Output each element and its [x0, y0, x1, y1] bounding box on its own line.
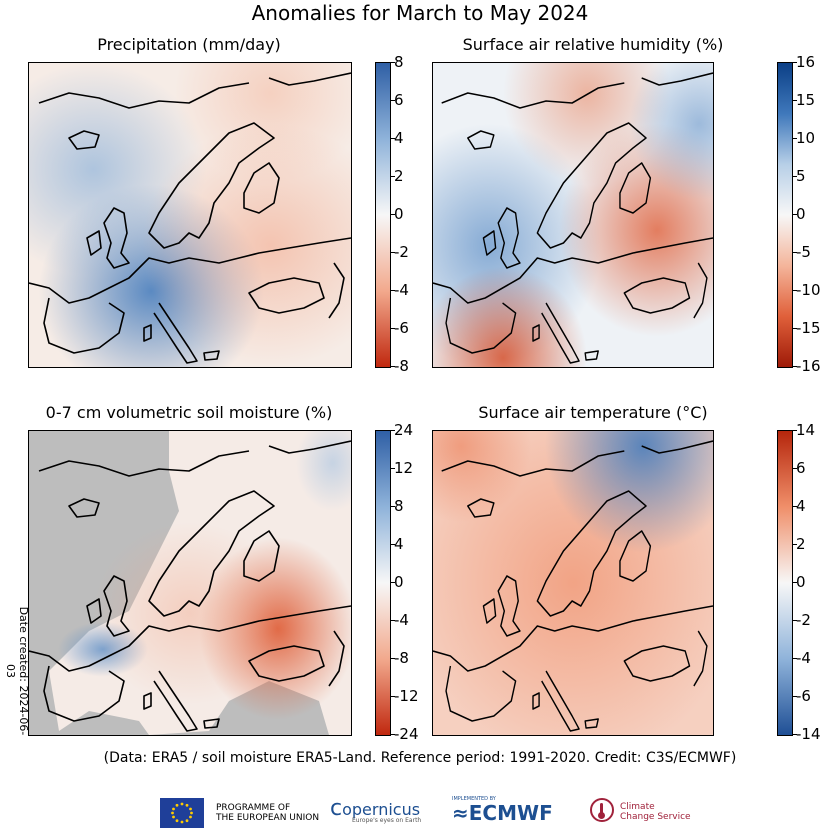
- colorbar-temperature: [777, 430, 793, 736]
- colorbar-tick-mark: [390, 290, 395, 291]
- colorbar-tick-mark: [390, 214, 395, 215]
- colorbar-tick-mark: [792, 176, 797, 177]
- panel-title-humidity: Surface air relative humidity (%): [462, 35, 724, 54]
- colorbar-tick-mark: [792, 290, 797, 291]
- colorbar-tick-label: -5: [796, 243, 811, 261]
- colorbar-tick-label: 2: [796, 535, 806, 553]
- colorbar-tick-mark: [792, 696, 797, 697]
- ecmwf-logo: IMPLEMENTED BY ≈ECMWF: [452, 796, 553, 825]
- eu-programme-label: PROGRAMME OF THE EUROPEAN UNION: [216, 803, 320, 823]
- chart-title: Anomalies for March to May 2024: [251, 1, 589, 25]
- panel-title-temperature: Surface air temperature (°C): [478, 403, 708, 422]
- colorbar-tick-mark: [390, 138, 395, 139]
- colorbar-precipitation: [375, 62, 391, 368]
- colorbar-tick-mark: [792, 62, 797, 63]
- colorbar-tick-label: -12: [394, 687, 419, 705]
- colorbar-tick-mark: [792, 620, 797, 621]
- colorbar-tick-mark: [390, 658, 395, 659]
- colorbar-tick-mark: [792, 582, 797, 583]
- copernicus-c-icon: c: [330, 796, 343, 821]
- colorbar-tick-mark: [792, 658, 797, 659]
- colorbar-tick-mark: [390, 252, 395, 253]
- colorbar-tick-mark: [390, 430, 395, 431]
- colorbar-tick-label: -8: [394, 357, 409, 375]
- colorbar-tick-mark: [792, 138, 797, 139]
- colorbar-tick-label: -4: [394, 611, 409, 629]
- colorbar-humidity: [777, 62, 793, 368]
- colorbar-tick-label: -4: [796, 649, 811, 667]
- colorbar-tick-label: 0: [796, 573, 806, 591]
- colorbar-tick-label: 10: [796, 129, 816, 147]
- colorbar-tick-mark: [390, 696, 395, 697]
- colorbar-tick-label: 0: [394, 573, 404, 591]
- colorbar-tick-label: 12: [394, 459, 414, 477]
- colorbar-tick-mark: [390, 506, 395, 507]
- colorbar-tick-mark: [792, 366, 797, 367]
- colorbar-tick-label: -6: [394, 319, 409, 337]
- map-humidity: [432, 62, 714, 368]
- colorbar-tick-mark: [390, 328, 395, 329]
- colorbar-tick-mark: [792, 430, 797, 431]
- colorbar-tick-mark: [792, 252, 797, 253]
- colorbar-tick-label: -16: [796, 357, 821, 375]
- colorbar-tick-mark: [390, 620, 395, 621]
- colorbar-tick-label: -6: [796, 687, 811, 705]
- colorbar-tick-mark: [792, 100, 797, 101]
- colorbar-tick-mark: [792, 328, 797, 329]
- colorbar-tick-label: 4: [394, 535, 404, 553]
- colorbar-tick-label: 2: [394, 167, 404, 185]
- date-created: Date created: 2024-06-03: [4, 606, 30, 736]
- c3s-label: Climate Change Service: [620, 802, 691, 822]
- colorbar-tick-label: 16: [796, 53, 816, 71]
- colorbar-tick-mark: [390, 582, 395, 583]
- colorbar-tick-label: 5: [796, 167, 806, 185]
- colorbar-tick-label: 4: [796, 497, 806, 515]
- colorbar-tick-label: 8: [394, 53, 404, 71]
- credit-footer: (Data: ERA5 / soil moisture ERA5-Land. R…: [103, 750, 737, 766]
- colorbar-tick-label: 15: [796, 91, 816, 109]
- colorbar-tick-label: -24: [394, 725, 419, 743]
- colorbar-tick-label: -4: [394, 281, 409, 299]
- colorbar-tick-label: -8: [394, 649, 409, 667]
- colorbar-tick-label: 6: [394, 91, 404, 109]
- colorbar-tick-label: -2: [796, 611, 811, 629]
- colorbar-tick-label: 24: [394, 421, 414, 439]
- map-precipitation: [28, 62, 352, 368]
- colorbar-tick-label: 14: [796, 421, 816, 439]
- map-temperature: [432, 430, 714, 736]
- map-soil-moisture: [28, 430, 352, 736]
- colorbar-tick-mark: [792, 468, 797, 469]
- colorbar-tick-label: 6: [796, 459, 806, 477]
- colorbar-tick-mark: [390, 62, 395, 63]
- colorbar-tick-label: -15: [796, 319, 821, 337]
- colorbar-tick-label: 0: [394, 205, 404, 223]
- colorbar-tick-mark: [390, 176, 395, 177]
- ecmwf-wave-icon: ≈: [452, 801, 469, 825]
- colorbar-tick-label: -14: [796, 725, 821, 743]
- colorbar-tick-mark: [390, 544, 395, 545]
- colorbar-tick-mark: [792, 214, 797, 215]
- colorbar-tick-mark: [390, 734, 395, 735]
- colorbar-tick-label: -2: [394, 243, 409, 261]
- panel-title-soil-moisture: 0-7 cm volumetric soil moisture (%): [45, 403, 333, 422]
- colorbar-tick-label: 4: [394, 129, 404, 147]
- copernicus-logo: copernicus Europe's eyes on Earth: [330, 796, 422, 824]
- colorbar-tick-mark: [792, 544, 797, 545]
- colorbar-tick-mark: [390, 468, 395, 469]
- thermometer-icon: [590, 798, 614, 822]
- colorbar-tick-mark: [390, 366, 395, 367]
- colorbar-tick-mark: [792, 734, 797, 735]
- colorbar-tick-label: 0: [796, 205, 806, 223]
- colorbar-tick-mark: [390, 100, 395, 101]
- eu-flag-icon: [160, 798, 204, 828]
- colorbar-tick-label: -10: [796, 281, 821, 299]
- panel-title-precipitation: Precipitation (mm/day): [97, 35, 281, 54]
- colorbar-soil-moisture: [375, 430, 391, 736]
- colorbar-tick-mark: [792, 506, 797, 507]
- colorbar-tick-label: 8: [394, 497, 404, 515]
